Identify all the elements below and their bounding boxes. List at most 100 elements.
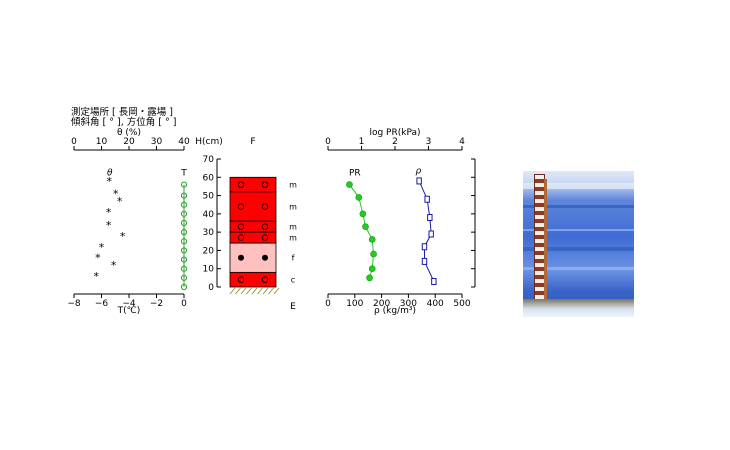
ground-hatch-line: [251, 287, 258, 295]
height-tick-label: 50: [203, 192, 215, 202]
density-point: [421, 243, 428, 251]
temperature-tick-label: 0: [181, 299, 187, 309]
logpr-tick-label: 3: [426, 137, 432, 147]
ground-hatch-line: [246, 287, 252, 295]
theta-point: *: [94, 270, 100, 283]
theta-tick-label: 40: [178, 137, 190, 147]
height-axis-title: H(cm): [195, 137, 223, 147]
ground-hatch-line: [273, 287, 280, 295]
layer-grain-size: m: [289, 223, 297, 232]
density-point: [424, 195, 430, 203]
layer-grain-size: c: [291, 276, 295, 285]
ground-hatch-line: [235, 287, 241, 295]
pr-point: [359, 210, 367, 218]
theta-point: *: [120, 230, 126, 243]
height-tick-label: 10: [203, 265, 215, 275]
density-point: [428, 230, 434, 238]
ground-hatch-line: [229, 287, 236, 295]
logpr-axis-title: log PR(kPa): [369, 128, 420, 138]
density-tick-label: 400: [427, 299, 444, 309]
pr-series-label: PR: [349, 168, 361, 178]
theta-axis-title: θ (%): [117, 128, 141, 138]
grain-symbol-open: [261, 203, 269, 210]
layer-grain-size: m: [289, 234, 297, 243]
height-tick-label: 70: [203, 155, 215, 165]
density-tick-label: 500: [453, 299, 470, 309]
density-tick-label: 200: [373, 299, 390, 309]
grain-symbol-open: [237, 203, 245, 210]
theta-tick-label: 10: [96, 137, 108, 147]
density-point: [421, 257, 428, 265]
ground-hatch-line: [240, 287, 247, 295]
grain-symbol-open: [237, 276, 245, 283]
layer-5: [229, 242, 277, 273]
pr-point: [346, 181, 353, 188]
temperature-tick-label: −8: [67, 299, 81, 309]
pr-point: [366, 274, 373, 282]
header-line-location: 測定場所 [ 長岡・露場 ]: [71, 107, 173, 118]
theta-tick-label: 30: [151, 137, 163, 147]
layer-4: [229, 231, 277, 244]
temperature-series-label: T: [180, 168, 187, 178]
layer-grain-size: m: [289, 181, 297, 190]
layer-grain-size: f: [292, 254, 295, 263]
grain-symbol-filled: [238, 254, 244, 261]
theta-point: *: [113, 188, 119, 201]
ground-surface: [523, 299, 634, 317]
layer-2: [229, 191, 277, 222]
density-tick-label: 100: [346, 299, 363, 309]
height-tick-label: 30: [203, 228, 215, 238]
height-tick-label: 40: [203, 210, 215, 220]
probe-rod: [544, 179, 547, 303]
snow-pit-photo: [523, 171, 634, 317]
ground-hatch-line: [262, 287, 269, 295]
layer-6: [229, 271, 277, 288]
density-tick-label: 0: [325, 299, 331, 309]
theta-point: *: [106, 206, 112, 219]
ground-hatch-line: [268, 287, 274, 295]
grain-symbol-open: [261, 234, 269, 241]
grain-symbol-filled: [262, 254, 268, 261]
theta-point: *: [106, 175, 112, 188]
height-tick-label: 20: [203, 246, 215, 256]
theta-tick-label: 0: [71, 137, 77, 147]
layer-grain-size: m: [289, 203, 297, 212]
theta-point: *: [99, 241, 105, 254]
density-point: [416, 177, 422, 185]
temperature-tick-label: −6: [95, 299, 109, 309]
header-line-angles: 傾斜角 [ ° ], 方位角 [ ° ]: [71, 117, 177, 128]
temperature-tick-label: −2: [150, 299, 163, 309]
pr-point: [370, 250, 377, 258]
column-bottom-label: E: [290, 302, 296, 312]
theta-point: *: [111, 259, 117, 272]
layer-1: [229, 176, 277, 193]
temperature-axis-title: T(℃): [117, 306, 141, 316]
density-point: [431, 278, 437, 286]
grain-symbol-open: [237, 234, 245, 241]
height-tick-label: 0: [208, 283, 214, 293]
theta-tick-label: 20: [123, 137, 135, 147]
temperature-tick-label: −4: [122, 299, 136, 309]
density-axis-title: ρ (kg/m³): [374, 306, 416, 316]
grain-symbol-open: [237, 181, 245, 188]
layer-3: [229, 220, 277, 233]
logpr-tick-label: 0: [325, 137, 331, 147]
grain-symbol-open: [237, 223, 245, 230]
logpr-tick-label: 1: [359, 137, 365, 147]
grain-symbol-open: [261, 181, 269, 188]
pr-point: [368, 265, 376, 273]
theta-point: *: [106, 219, 112, 232]
density-point: [427, 214, 433, 222]
logpr-tick-label: 2: [392, 137, 398, 147]
density-series-label: ρ: [415, 167, 421, 177]
theta-series-label: θ: [107, 168, 113, 178]
column-title: F: [250, 137, 255, 147]
density-tick-label: 300: [400, 299, 417, 309]
pr-point: [362, 223, 369, 230]
pr-point: [368, 236, 376, 243]
theta-point: *: [95, 252, 101, 265]
grain-symbol-open: [261, 276, 269, 283]
theta-point: *: [117, 195, 123, 208]
height-tick-label: 60: [203, 173, 215, 183]
